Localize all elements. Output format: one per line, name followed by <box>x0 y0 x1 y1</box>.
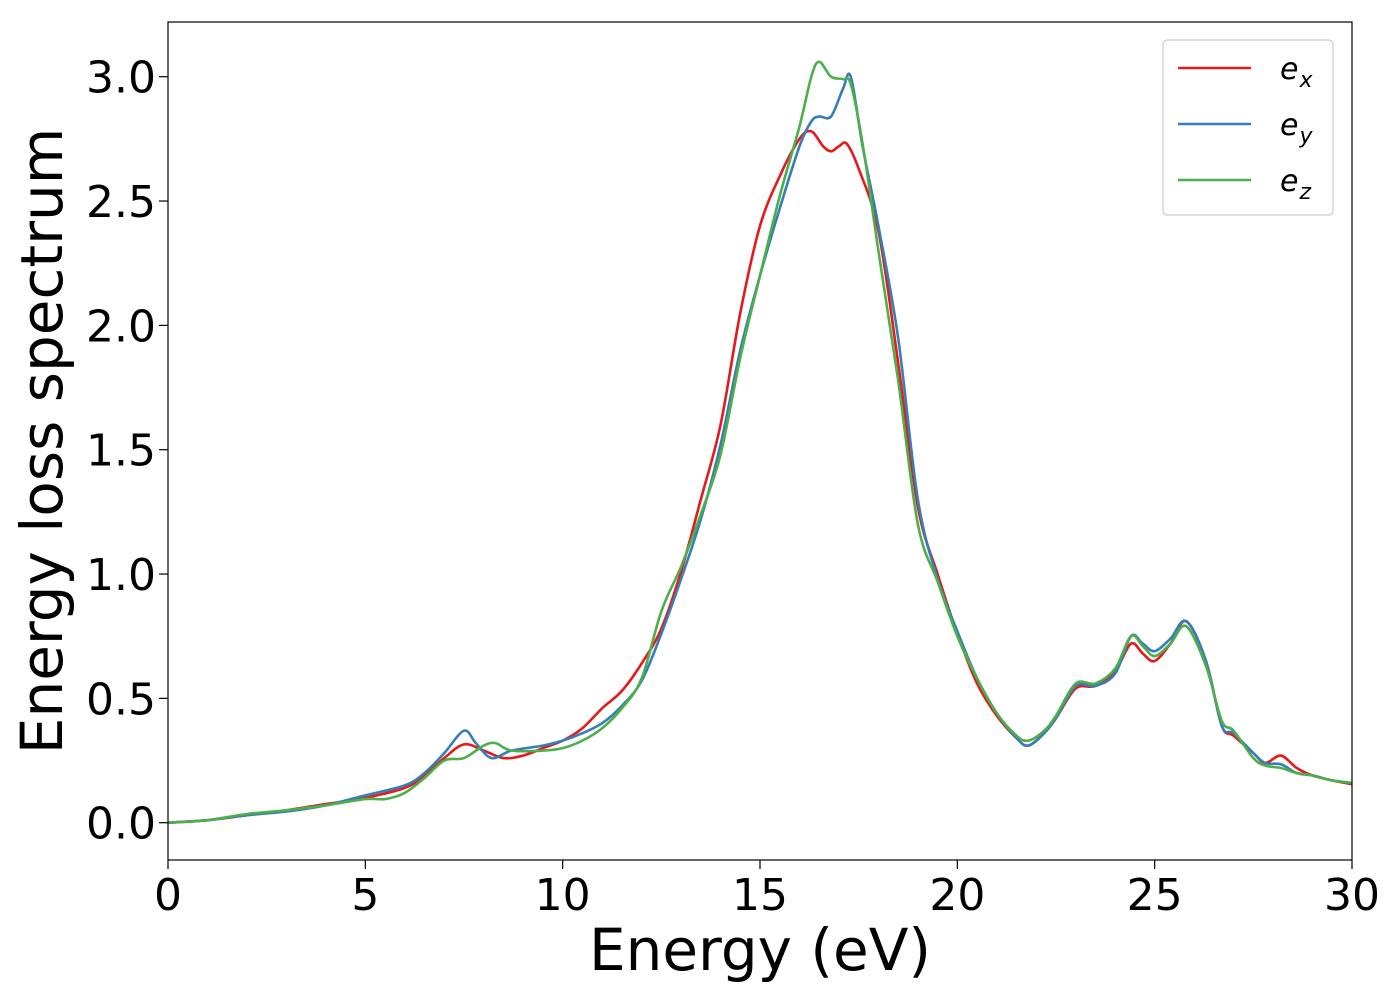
y-tick-label: 0.5 <box>86 674 156 725</box>
x-tick-label: 5 <box>351 870 379 921</box>
y-tick-label: 3.0 <box>86 53 156 104</box>
x-tick-label: 10 <box>535 870 591 921</box>
legend-box <box>1162 39 1334 216</box>
legend-label-y: ey <box>1280 108 1313 149</box>
legend-label-subscript: z <box>1298 180 1311 205</box>
legend-label-x: ex <box>1280 52 1313 93</box>
axis-ticks: 0 5 10 15 20 25 30 0.0 0.5 1.0 1.5 2.0 2.5 3.0 <box>86 53 1380 921</box>
legend-label-main: e <box>1280 52 1298 87</box>
y-tick-label: 2.5 <box>86 177 156 228</box>
y-tick-label: 1.0 <box>86 550 156 601</box>
series-layer <box>168 60 1352 824</box>
legend-label-subscript: y <box>1298 124 1313 149</box>
y-tick-label: 1.5 <box>86 426 156 477</box>
x-tick-label: 15 <box>732 870 788 921</box>
legend-label-z: ez <box>1280 164 1311 205</box>
legend-label-main: e <box>1280 108 1298 143</box>
y-axis-label: Energy loss spectrum <box>8 128 76 754</box>
x-tick-label: 0 <box>154 870 182 921</box>
y-tick-label: 0.0 <box>86 799 156 850</box>
series-line-y <box>168 72 1352 824</box>
legend-label-subscript: x <box>1298 68 1313 93</box>
legend-label-main: e <box>1280 164 1298 199</box>
series-line-z <box>168 60 1352 824</box>
x-axis-label: Energy (eV) <box>589 916 931 984</box>
x-tick-label: 20 <box>929 870 985 921</box>
series-line-x <box>168 129 1352 824</box>
x-tick-label: 25 <box>1127 870 1183 921</box>
x-tick-label: 30 <box>1324 870 1380 921</box>
y-tick-label: 2.0 <box>86 301 156 352</box>
